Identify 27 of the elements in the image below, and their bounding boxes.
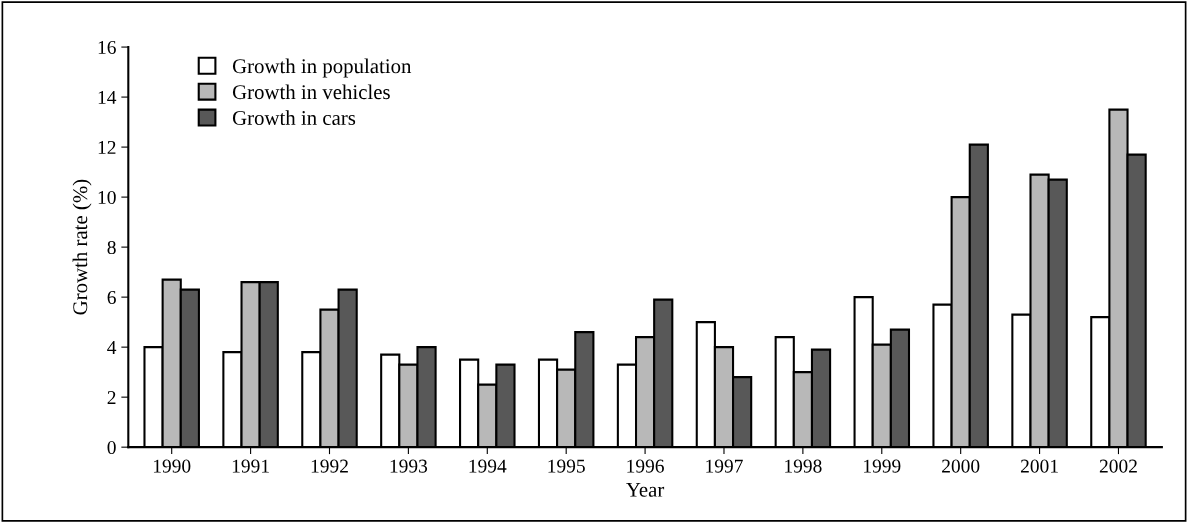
x-axis-title: Year	[626, 482, 665, 497]
x-tick-label: 1997	[706, 459, 743, 473]
legend-label: Growth in cars	[232, 110, 356, 126]
x-tick-label: 1999	[864, 459, 901, 473]
x-tick-label: 2001	[1020, 459, 1058, 473]
y-axis-title: Growth rate (%)	[72, 179, 92, 315]
y-tick-label: 14	[98, 90, 117, 104]
y-tick-label: 2	[107, 391, 116, 404]
legend-label: Growth in vehicles	[232, 84, 390, 100]
y-tick-label: 16	[98, 40, 116, 55]
y-tick-label: 8	[107, 240, 116, 255]
x-tick-label: 1993	[390, 459, 428, 473]
x-tick-label: 1992	[311, 459, 348, 473]
y-tick-label: 4	[107, 341, 117, 354]
x-tick-label: 2000	[942, 459, 980, 473]
x-tick-label: 1996	[627, 459, 664, 473]
x-tick-label: 1998	[785, 459, 822, 473]
y-tick-label: 6	[107, 291, 116, 305]
x-tick-label: 1990	[153, 459, 191, 473]
legend-label: Growth in population	[232, 58, 412, 78]
y-tick-label: 0	[107, 440, 116, 455]
x-tick-label: 1995	[548, 459, 585, 473]
x-tick-label: 1994	[469, 459, 507, 473]
x-tick-label: 1991	[232, 459, 269, 473]
y-tick-label: 10	[98, 190, 116, 205]
x-tick-label: 2002	[1099, 459, 1137, 473]
y-tick-label: 12	[98, 140, 116, 154]
